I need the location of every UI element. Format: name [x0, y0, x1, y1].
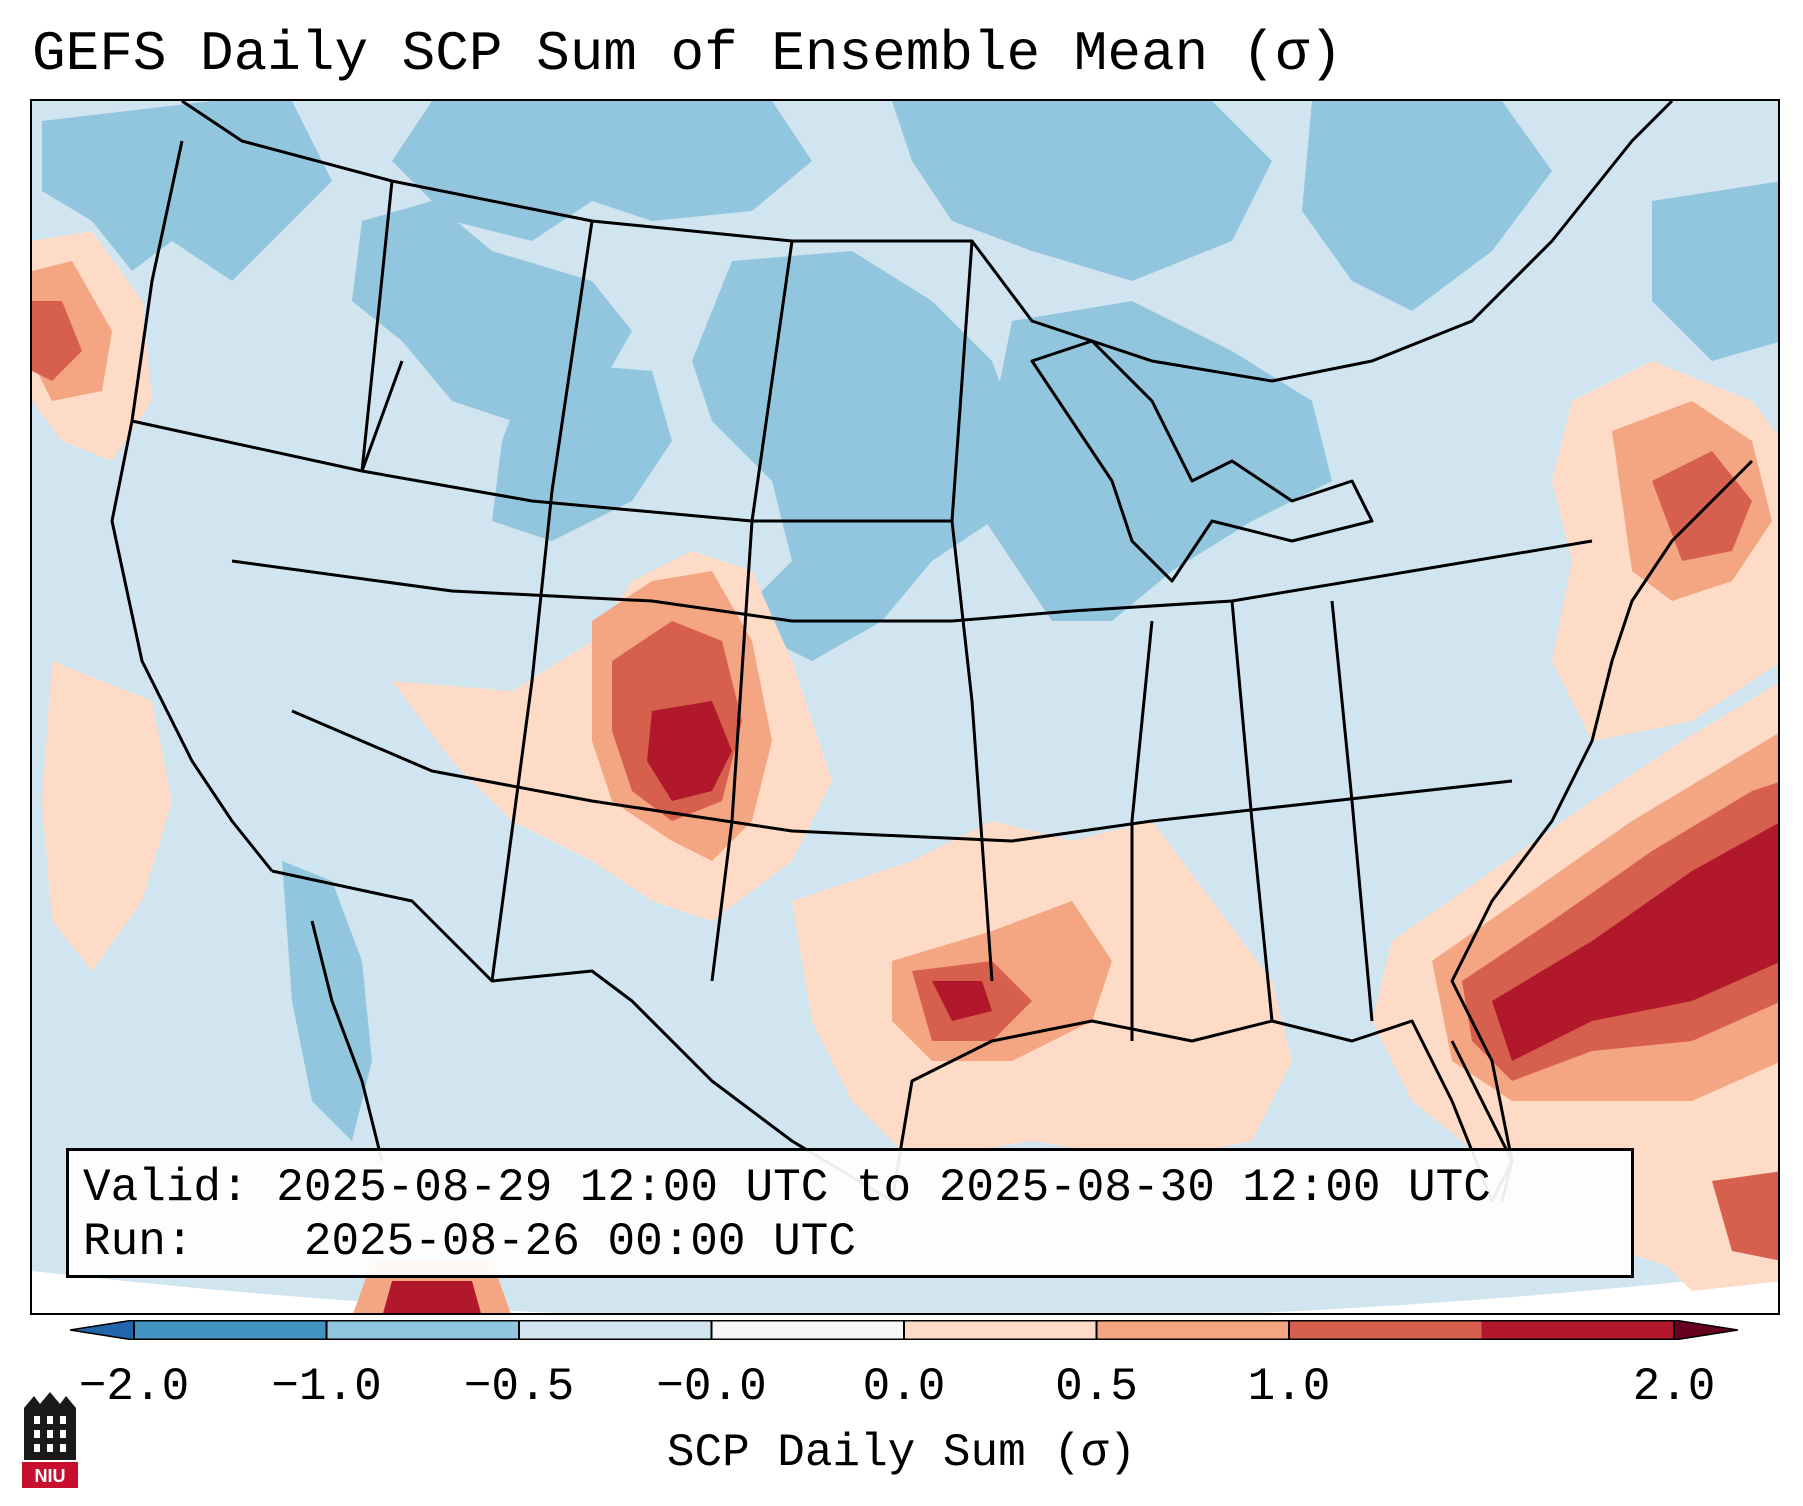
southeast-texas-peak	[932, 981, 992, 1021]
state-line-8	[950, 240, 994, 982]
us-west-coast	[110, 140, 274, 872]
pacific-northwest-peak	[32, 301, 82, 381]
four-corners-peak	[647, 701, 732, 801]
valid-value: 2025-08-29 12:00 UTC to 2025-08-30 12:00…	[276, 1162, 1491, 1214]
state-line-9	[1130, 620, 1154, 1041]
colorbar-extend-high	[1673, 1320, 1738, 1340]
us-mexico-border	[271, 869, 893, 1203]
logo-windows	[34, 1416, 66, 1452]
borders-layer	[110, 101, 1754, 1203]
colorbar-segment	[904, 1320, 1097, 1340]
state-line-4	[291, 709, 1513, 843]
northeast-coast-core	[1652, 451, 1752, 561]
baja-negative	[282, 861, 372, 1141]
colorbar	[70, 1320, 1738, 1340]
colorbar-segment	[711, 1320, 905, 1340]
colorbar-segment	[134, 1320, 327, 1340]
colorbar-tick-label: 2.0	[1632, 1361, 1716, 1413]
great-lakes-outline	[1030, 339, 1374, 583]
state-line-3	[231, 539, 1593, 623]
colorbar-segment	[1481, 1320, 1675, 1340]
valid-label: Valid:	[83, 1162, 249, 1214]
atlantic-peak	[1492, 823, 1778, 1061]
colorbar-tick-label: −2.0	[78, 1361, 190, 1413]
pacific-offshore-anomaly	[42, 661, 172, 971]
state-line-5	[360, 180, 394, 472]
canada-central-negative	[892, 101, 1272, 281]
colorbar-tick-label: −1.0	[271, 1361, 382, 1413]
chart-title: GEFS Daily SCP Sum of Ensemble Mean (σ)	[32, 22, 1343, 86]
colorbar-label: SCP Daily Sum (σ)	[666, 1427, 1137, 1479]
run-label: Run:	[83, 1216, 194, 1268]
mexico-west-coast-anomaly	[383, 1281, 481, 1313]
wyoming-negative	[492, 361, 672, 541]
northeast-ocean-negative	[1652, 181, 1778, 361]
colorbar-tick-label: 1.0	[1247, 1361, 1331, 1413]
colorbar-tick-label: 0.5	[1055, 1361, 1138, 1413]
colorbar-segment	[519, 1320, 712, 1340]
canada-east-negative	[1302, 101, 1552, 311]
logo-text: NIU	[35, 1466, 66, 1486]
run-row: Run: 2025-08-26 00:00 UTC	[83, 1215, 1617, 1269]
great-lakes-negative	[972, 301, 1332, 621]
colorbar-extend-low	[70, 1320, 135, 1340]
colorbar-segment	[1289, 1320, 1482, 1340]
logo-banner	[22, 1462, 78, 1488]
state-line-6	[490, 220, 594, 982]
valid-row: Valid: 2025-08-29 12:00 UTC to 2025-08-3…	[83, 1161, 1617, 1215]
canada-plains-negative	[392, 101, 812, 241]
colorbar-tick-label: −0.5	[463, 1361, 575, 1413]
colorbar-segment	[326, 1320, 520, 1340]
state-line-2	[361, 469, 952, 523]
logo-tower-icon	[24, 1392, 76, 1460]
state-line-10	[1230, 600, 1274, 1022]
colorbar-tick-label: −0.0	[656, 1361, 767, 1413]
state-line-11	[1330, 600, 1374, 1022]
map-canvas	[32, 101, 1778, 1313]
positive-anomaly-layer	[32, 231, 1778, 1313]
run-value: 2025-08-26 00:00 UTC	[303, 1216, 856, 1268]
bahamas-anomaly	[1712, 1171, 1778, 1261]
validity-info-box: Valid: 2025-08-29 12:00 UTC to 2025-08-3…	[66, 1148, 1634, 1278]
niu-logo: NIU	[22, 1392, 78, 1488]
map-panel	[30, 99, 1780, 1315]
colorbar-tick-label: 0.0	[862, 1361, 946, 1413]
colorbar-segment	[1096, 1320, 1290, 1340]
state-line-7	[710, 240, 794, 982]
baja-peninsula	[310, 920, 384, 1162]
